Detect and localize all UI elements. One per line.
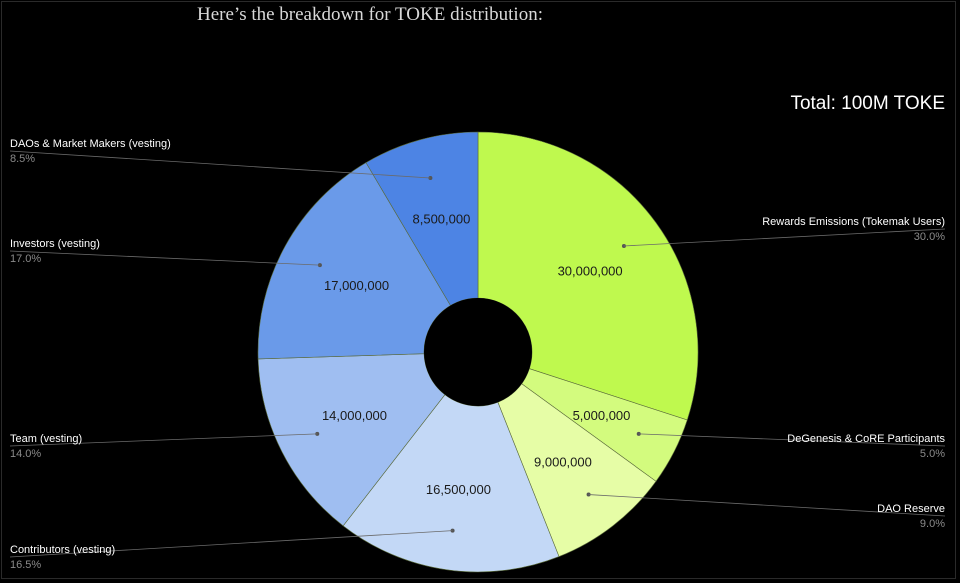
legend-percent: 17.0% bbox=[10, 253, 41, 265]
chart-title: Total: 100M TOKE bbox=[790, 93, 945, 114]
legend-label: Rewards Emissions (Tokemak Users) bbox=[762, 216, 945, 228]
donut-hole bbox=[424, 298, 532, 406]
legend-percent: 8.5% bbox=[10, 153, 35, 165]
legend-label: Contributors (vesting) bbox=[10, 544, 115, 556]
legend-label: DAOs & Market Makers (vesting) bbox=[10, 138, 171, 150]
legend-percent: 14.0% bbox=[10, 448, 41, 460]
slice-value-label: 17,000,000 bbox=[324, 278, 389, 293]
slice-value-label: 14,000,000 bbox=[322, 408, 387, 423]
legend-percent: 9.0% bbox=[920, 518, 945, 530]
slice-value-label: 8,500,000 bbox=[413, 211, 471, 226]
callout-line bbox=[623, 228, 946, 247]
slice-value-label: 9,000,000 bbox=[534, 455, 592, 470]
callout-line bbox=[9, 433, 318, 447]
legend-label: DAO Reserve bbox=[877, 503, 945, 515]
callout-line bbox=[9, 530, 453, 558]
slice-value-label: 16,500,000 bbox=[426, 482, 491, 497]
legend-percent: 16.5% bbox=[10, 559, 41, 571]
slice-value-label: 5,000,000 bbox=[573, 408, 631, 423]
callout-line bbox=[588, 494, 946, 517]
callout-line bbox=[638, 433, 946, 447]
callout-line bbox=[9, 150, 431, 179]
legend-percent: 5.0% bbox=[920, 448, 945, 460]
callout-line bbox=[9, 250, 320, 266]
legend-label: Investors (vesting) bbox=[10, 238, 100, 250]
legend-label: Team (vesting) bbox=[10, 433, 82, 445]
intro-caption: Here’s the breakdown for TOKE distributi… bbox=[197, 4, 543, 25]
legend-label: DeGenesis & CoRE Participants bbox=[787, 433, 945, 445]
slice-value-label: 30,000,000 bbox=[558, 264, 623, 279]
legend-percent: 30.0% bbox=[914, 231, 945, 243]
